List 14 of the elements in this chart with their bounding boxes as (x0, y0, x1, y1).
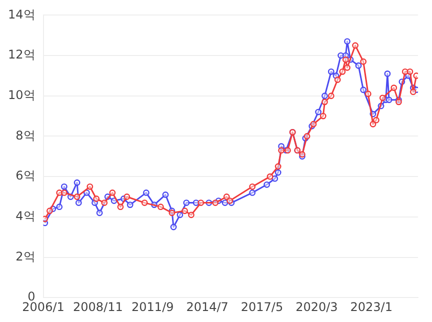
x-tick-label: 2006/1 (22, 300, 64, 314)
x-tick-label: 2014/7 (186, 300, 228, 314)
y-tick-label: 10억 (8, 88, 36, 102)
x-tick-label: 2011/9 (132, 300, 174, 314)
y-tick-label: 4억 (16, 209, 36, 224)
y-tick-label: 8억 (16, 128, 36, 142)
x-tick-label: 2020/3 (296, 300, 338, 314)
y-tick-label: 12억 (8, 48, 36, 62)
y-tick-label: 6억 (16, 168, 36, 183)
y-tick-label: 2억 (16, 249, 36, 264)
y-tick-label: 14억 (8, 7, 36, 22)
x-tick-label: 2008/11 (73, 300, 123, 314)
x-tick-label: 2017/5 (240, 300, 284, 314)
x-tick-label: 2023/1 (350, 300, 392, 314)
